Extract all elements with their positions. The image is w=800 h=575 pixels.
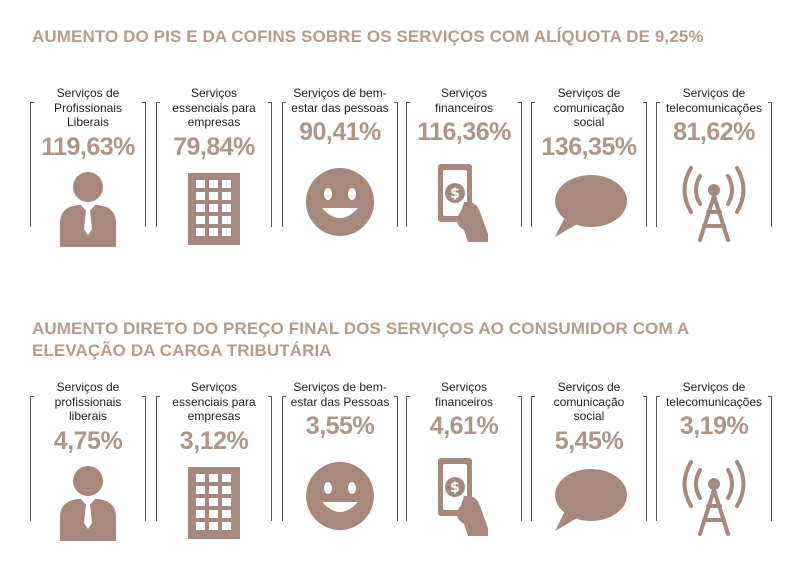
service-value: 119,63%	[41, 133, 135, 161]
service-value: 4,75%	[53, 427, 123, 455]
service-value: 136,35%	[541, 133, 637, 161]
service-card: Serviços de telecomunicações 3,19%	[656, 380, 772, 536]
service-label: Serviços financeiros	[410, 380, 518, 409]
service-label: Serviços de comunicação social	[535, 86, 643, 130]
section-1-cards: Serviços de Profissionais Liberais 119,63…	[0, 80, 800, 280]
service-label: Serviços de comunicação social	[535, 380, 643, 424]
service-value: 81,62%	[673, 118, 755, 146]
service-card: Serviços financeiros 4,61% $	[406, 380, 522, 536]
section-2-cards: Serviços de profissionais liberais 4,75% S…	[0, 374, 800, 574]
office-building-icon	[188, 173, 240, 245]
speech-bubble-icon	[555, 175, 627, 237]
service-card: Serviços de profissionais liberais 4,75%	[30, 380, 146, 541]
service-card: Serviços de telecomunicações 81,62%	[656, 86, 772, 242]
service-card: Serviços de comunicação social 5,45%	[531, 380, 647, 536]
service-card: Serviços financeiros 116,36% $	[406, 86, 522, 242]
businessman-icon	[60, 172, 116, 247]
service-card: Serviços essenciais para empresas 3,12%	[156, 380, 272, 539]
service-value: 90,41%	[299, 118, 381, 146]
money-hand-icon: $	[438, 164, 488, 242]
smiley-face-icon	[306, 168, 374, 236]
service-label: Serviços de bem-estar das pessoas	[286, 86, 394, 115]
money-hand-icon: $	[438, 458, 488, 536]
service-label: Serviços de profissionais liberais	[34, 380, 142, 424]
businessman-icon	[60, 466, 116, 541]
service-value: 116,36%	[417, 118, 511, 146]
service-card: Serviços de bem-estar das pessoas 90,41%	[282, 86, 398, 242]
speech-bubble-icon	[555, 469, 627, 531]
service-card: Serviços de bem-estar das Pessoas 3,55%	[282, 380, 398, 536]
service-label: Serviços de telecomunicações	[660, 380, 768, 409]
service-label: Serviços de bem-estar das Pessoas	[286, 380, 394, 409]
service-label: Serviços financeiros	[410, 86, 518, 115]
service-value: 3,12%	[179, 427, 249, 455]
antenna-tower-icon	[682, 166, 746, 242]
service-label: Serviços essenciais para empresas	[160, 380, 268, 424]
service-value: 5,45%	[554, 427, 624, 455]
service-card: Serviços de comunicação social 136,35%	[531, 86, 647, 242]
service-card: Serviços de Profissionais Liberais 119,63…	[30, 86, 146, 247]
svg-text:$: $	[450, 186, 460, 202]
smiley-face-icon	[306, 462, 374, 530]
office-building-icon	[188, 467, 240, 539]
section-1-title: AUMENTO DO PIS E DA COFINS SOBRE OS SERV…	[32, 27, 704, 46]
antenna-tower-icon	[682, 460, 746, 536]
service-value: 4,61%	[429, 412, 499, 440]
service-value: 3,55%	[305, 412, 375, 440]
service-value: 79,84%	[173, 133, 255, 161]
svg-text:$: $	[450, 480, 460, 496]
service-card: Serviços essenciais para empresas 79,84%	[156, 86, 272, 245]
service-label: Serviços de Profissionais Liberais	[34, 86, 142, 130]
service-value: 3,19%	[679, 412, 749, 440]
section-2-title: AUMENTO DIRETO DO PREÇO FINAL DOS SERVIÇ…	[32, 319, 689, 360]
service-label: Serviços de telecomunicações	[660, 86, 768, 115]
service-label: Serviços essenciais para empresas	[160, 86, 268, 130]
